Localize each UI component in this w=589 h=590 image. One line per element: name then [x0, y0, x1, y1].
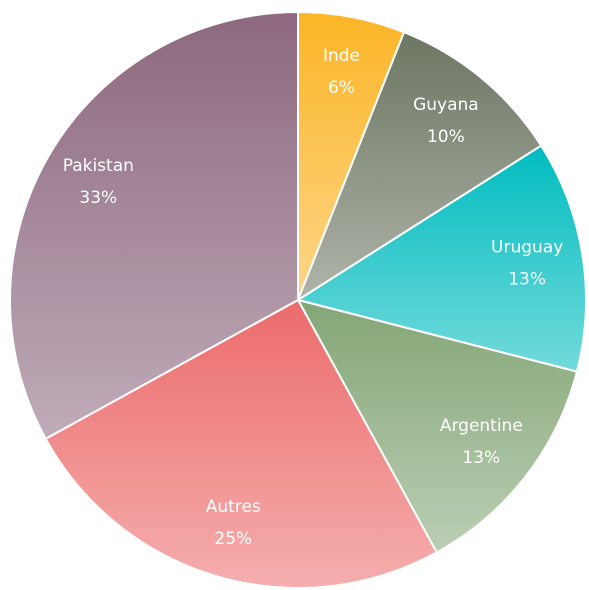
- slice-label: Pakistan: [63, 156, 134, 176]
- slice-label: Argentine: [440, 416, 523, 436]
- slice-label: Guyana: [413, 95, 479, 115]
- pie-slice: [44, 298, 439, 589]
- slice-value-label: 6%: [328, 78, 355, 98]
- pie-slice: [295, 144, 587, 373]
- slice-label: Inde: [323, 46, 360, 66]
- slice-value-label: 13%: [508, 270, 546, 290]
- pie-slice: [296, 298, 579, 554]
- slice-label: Uruguay: [491, 238, 563, 258]
- slice-value-label: 10%: [427, 127, 465, 147]
- slice-label: Autres: [206, 497, 261, 517]
- pie-slice: [295, 30, 543, 303]
- slice-value-label: 25%: [214, 529, 252, 549]
- slice-value-label: 33%: [79, 188, 117, 208]
- slice-value-label: 13%: [462, 448, 500, 468]
- pie-slice: [9, 10, 299, 441]
